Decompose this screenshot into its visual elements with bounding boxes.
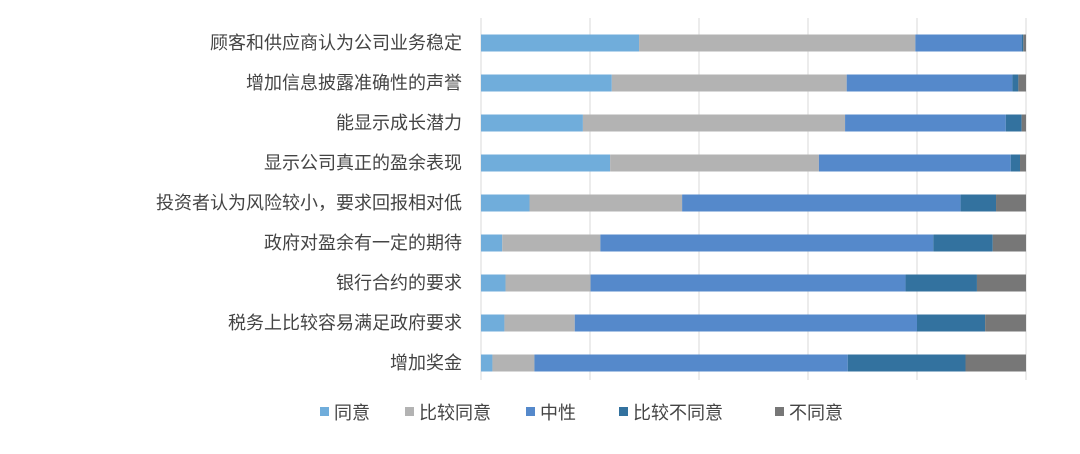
- legend-label: 比较不同意: [633, 403, 723, 424]
- legend-swatch: [320, 407, 329, 416]
- legend-swatch: [775, 407, 784, 416]
- bar-segment: [992, 234, 1026, 252]
- bar-segment: [611, 74, 847, 92]
- bar-segment: [960, 194, 997, 212]
- bar-segment: [1005, 114, 1022, 132]
- category-label: 银行合约的要求: [336, 273, 462, 294]
- bar-segment: [1021, 34, 1024, 52]
- bar-segment: [1020, 154, 1026, 172]
- bar-segment: [502, 234, 601, 252]
- bar-segment: [590, 274, 906, 292]
- legend: 同意 比较同意 中性 比较不同意 不同意: [320, 403, 843, 424]
- bar-segment: [481, 194, 530, 212]
- bar-segment: [917, 314, 986, 332]
- category-labels: 顾客和供应商认为公司业务稳定增加信息披露准确性的声誉能显示成长潜力显示公司真正的…: [156, 33, 462, 374]
- bar-segment: [481, 34, 640, 52]
- bar-segment: [1023, 34, 1026, 52]
- bar-segment: [481, 114, 583, 132]
- bar-segment: [845, 114, 1006, 132]
- bar-segment: [846, 74, 1013, 92]
- bar-segment: [481, 274, 506, 292]
- bar-segment: [492, 354, 535, 372]
- bar-segment: [915, 34, 1022, 52]
- bar-segment: [481, 234, 503, 252]
- category-label: 税务上比较容易满足政府要求: [228, 313, 462, 334]
- legend-label: 比较同意: [419, 403, 491, 424]
- legend-label: 不同意: [789, 403, 843, 424]
- bar-segment: [505, 274, 591, 292]
- bars: [481, 34, 1026, 372]
- bar-segment: [847, 354, 966, 372]
- bar-segment: [610, 154, 819, 172]
- bar-segment: [639, 34, 916, 52]
- legend-label: 同意: [334, 403, 370, 424]
- category-label: 政府对盈余有一定的期待: [264, 233, 462, 254]
- category-label: 顾客和供应商认为公司业务稳定: [210, 33, 462, 54]
- legend-swatch: [526, 407, 535, 416]
- bar-segment: [504, 314, 575, 332]
- category-label: 增加奖金: [390, 353, 462, 374]
- bar-segment: [1018, 74, 1026, 92]
- bar-segment: [529, 194, 683, 212]
- bar-segment: [682, 194, 961, 212]
- bar-segment: [600, 234, 934, 252]
- bar-segment: [582, 114, 846, 132]
- legend-swatch: [405, 407, 414, 416]
- bar-segment: [818, 154, 1011, 172]
- bar-segment: [1021, 114, 1026, 132]
- category-label: 显示公司真正的盈余表现: [264, 153, 462, 174]
- bar-segment: [933, 234, 993, 252]
- bar-segment: [481, 354, 493, 372]
- bar-segment: [481, 154, 611, 172]
- bar-segment: [481, 314, 505, 332]
- bar-segment: [996, 194, 1026, 212]
- bar-segment: [481, 74, 612, 92]
- bar-segment: [574, 314, 917, 332]
- legend-label: 中性: [540, 403, 576, 424]
- category-label: 能显示成长潜力: [336, 113, 462, 134]
- bar-segment: [965, 354, 1026, 372]
- bar-segment: [905, 274, 977, 292]
- legend-swatch: [619, 407, 628, 416]
- category-label: 增加信息披露准确性的声誉: [246, 73, 462, 94]
- category-label: 投资者认为风险较小，要求回报相对低: [156, 193, 462, 214]
- bar-segment: [534, 354, 848, 372]
- bar-segment: [985, 314, 1026, 332]
- bar-segment: [976, 274, 1026, 292]
- bar-segment: [1010, 154, 1021, 172]
- bar-segment: [1012, 74, 1019, 92]
